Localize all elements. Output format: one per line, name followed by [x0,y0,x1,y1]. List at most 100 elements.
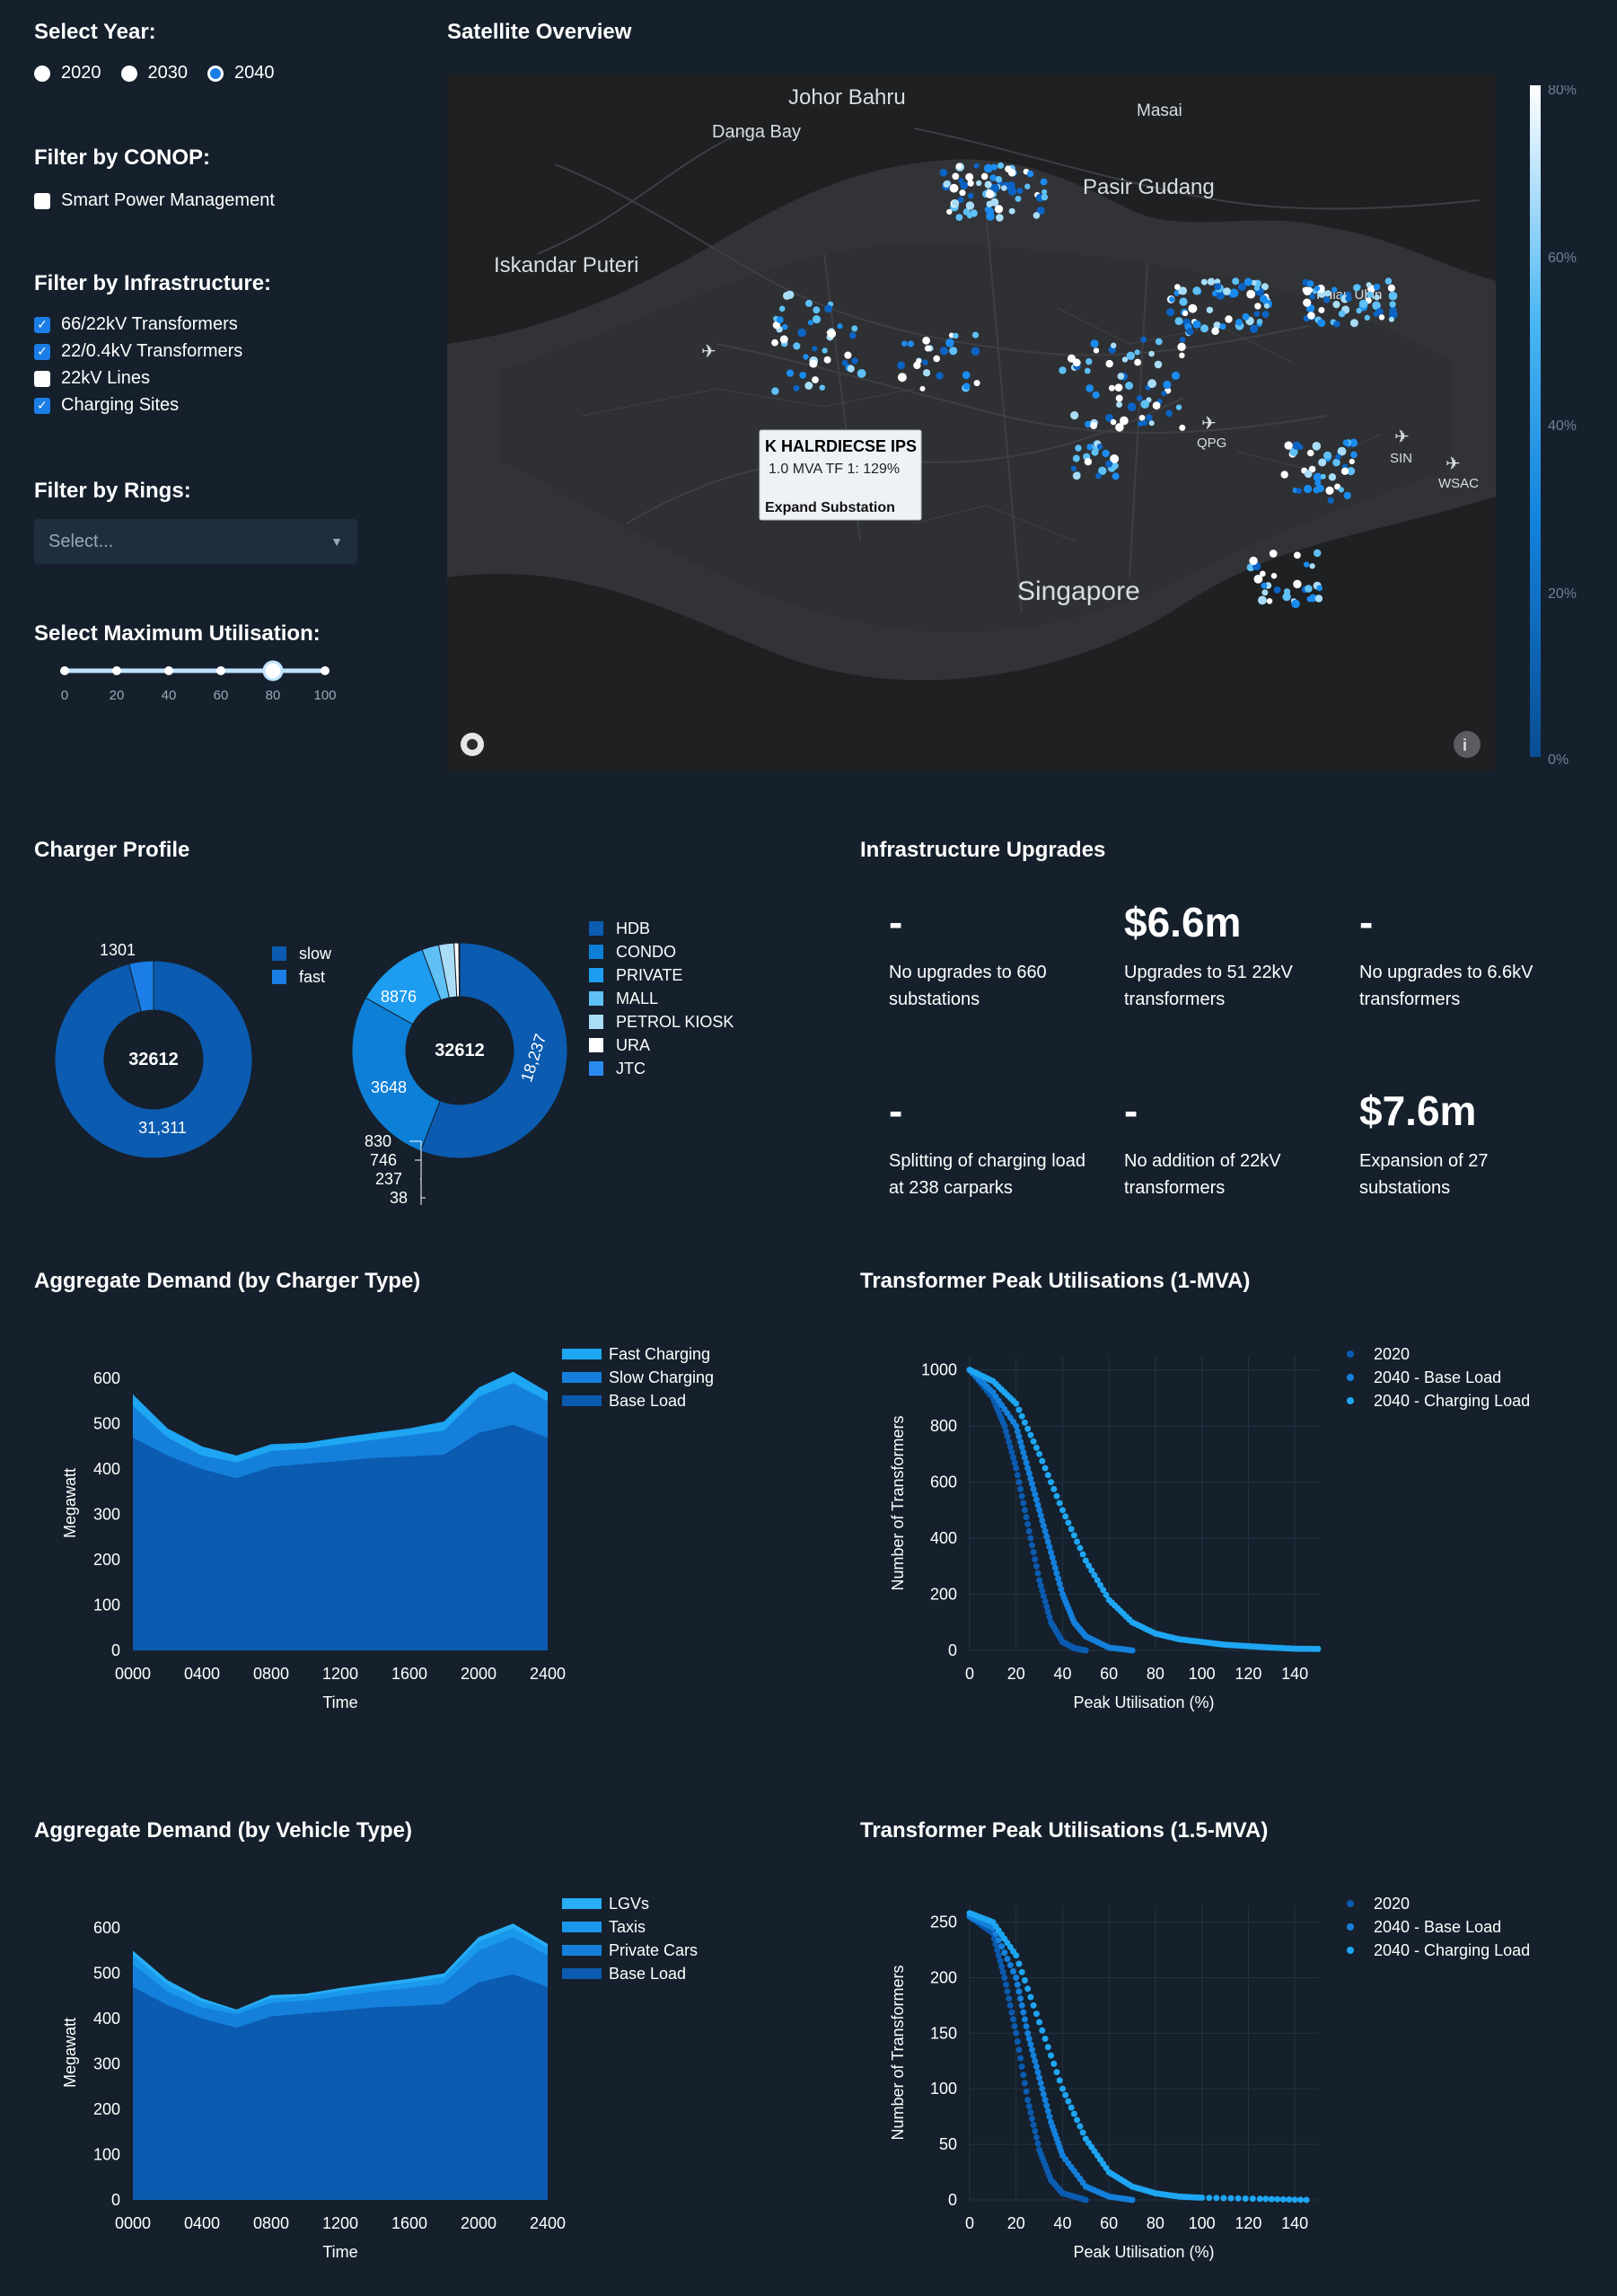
scatter-point[interactable] [1056,2077,1063,2084]
substation-marker[interactable] [1388,291,1398,301]
substation-marker[interactable] [1318,306,1325,313]
scatter-point[interactable] [1004,1956,1011,1963]
check-icon[interactable]: ✓ [34,316,50,333]
scatter-point[interactable] [995,1952,1002,1959]
substation-marker[interactable] [1246,563,1255,572]
scatter-point[interactable] [1010,2016,1016,2023]
substation-marker[interactable] [952,172,960,180]
scatter-point[interactable] [1020,2009,1027,2016]
substation-marker[interactable] [1317,319,1326,328]
substation-marker[interactable] [1188,303,1198,313]
substation-marker[interactable] [1206,306,1214,313]
expand-substation-link[interactable]: Expand Substation [765,500,895,515]
scatter-point[interactable] [998,1943,1006,1950]
scatter-point[interactable] [1030,1485,1037,1492]
substation-marker[interactable] [1134,358,1141,366]
scatter-point[interactable] [1303,2196,1310,2204]
scatter-point[interactable] [1041,1527,1049,1535]
scatter-point[interactable] [1046,2113,1053,2120]
substation-marker[interactable] [1148,420,1155,427]
substation-marker[interactable] [1254,303,1261,310]
substation-marker[interactable] [1168,296,1175,303]
rings-select[interactable]: Select... ▼ [34,519,357,564]
substation-marker[interactable] [1219,323,1226,330]
substation-marker[interactable] [1306,595,1314,603]
substation-marker[interactable] [956,163,962,170]
substation-marker[interactable] [803,354,809,360]
substation-marker[interactable] [1340,467,1349,475]
substation-marker[interactable] [1147,379,1156,389]
scatter-point[interactable] [1030,2122,1037,2128]
area-chart-charger[interactable]: 0 100 200 300 400 500 600 0000 0400 0800 1200 1600 2… [0,1320,808,1715]
scatter-point[interactable] [1018,2001,1025,2009]
scatter-point[interactable] [1021,1507,1028,1514]
scatter-point[interactable] [1036,1450,1043,1457]
substation-marker[interactable] [1105,359,1113,368]
substation-marker[interactable] [1108,384,1115,391]
substation-marker[interactable] [1223,287,1231,295]
substation-marker[interactable] [1175,404,1182,410]
substation-marker[interactable] [1259,570,1266,577]
scatter-point[interactable] [1021,1454,1028,1461]
scatter-point[interactable] [1023,2023,1030,2030]
substation-marker[interactable] [1200,324,1208,333]
substation-marker[interactable] [957,197,964,203]
substation-marker[interactable] [1261,589,1269,596]
substation-marker[interactable] [1140,400,1149,409]
substation-marker[interactable] [786,369,795,377]
substation-marker[interactable] [1280,471,1288,479]
substation-marker[interactable] [1016,188,1024,194]
scatter-point[interactable] [1021,2080,1028,2087]
scatter-point[interactable] [1043,1603,1050,1610]
scatter-point[interactable] [1024,1985,1032,1993]
scatter-point[interactable] [1059,1507,1066,1514]
substation-marker[interactable] [1033,212,1041,219]
scatter-point[interactable] [1088,1567,1095,1574]
substation-marker[interactable] [1179,297,1188,306]
scatter-point[interactable] [1015,1406,1023,1413]
scatter-point[interactable] [1023,2088,1030,2095]
substation-marker[interactable] [1091,448,1099,456]
scatter-point[interactable] [1227,2195,1235,2202]
substation-marker[interactable] [1332,458,1340,467]
scatter-point[interactable] [1039,2085,1046,2092]
substation-marker[interactable] [822,347,828,354]
scatter-point[interactable] [1044,2107,1051,2115]
substation-marker[interactable] [1085,384,1094,392]
area-chart-vehicle[interactable]: 0 100 200 300 400 500 600 0000 0400 0800 1200 1600 2… [0,1869,808,2265]
scatter-point[interactable] [1037,1582,1044,1589]
substation-marker[interactable] [1070,465,1077,472]
substation-markers[interactable] [771,162,1398,609]
substation-marker[interactable] [1235,319,1243,326]
substation-marker[interactable] [1136,395,1143,401]
substation-marker[interactable] [1192,286,1201,295]
substation-marker[interactable] [945,339,954,347]
substation-marker[interactable] [1237,283,1246,291]
substation-marker[interactable] [1084,458,1093,466]
substation-marker[interactable] [955,214,963,222]
substation-marker[interactable] [922,336,930,345]
substation-marker[interactable] [1179,352,1185,358]
substation-marker[interactable] [1304,561,1310,567]
substation-marker[interactable] [847,365,855,373]
substation-marker[interactable] [1266,598,1273,604]
substation-marker[interactable] [771,339,778,347]
donut-slice-hdb[interactable] [419,942,568,1159]
substation-marker[interactable] [1036,207,1045,216]
year-radio-2030[interactable]: 2030 [120,63,188,84]
substation-marker[interactable] [1294,551,1301,559]
substation-marker[interactable] [1350,451,1358,459]
substation-marker[interactable] [962,383,971,391]
scatter-point[interactable] [1021,1977,1028,1984]
scatter-point[interactable] [1044,2044,1051,2051]
substation-marker[interactable] [841,359,848,366]
substation-marker[interactable] [1296,488,1302,494]
substation-marker[interactable] [1304,470,1313,479]
substation-marker[interactable] [976,180,982,187]
scatter-point[interactable] [1033,1444,1040,1451]
scatter-point[interactable] [997,1957,1004,1965]
substation-marker[interactable] [1353,284,1361,292]
substation-marker[interactable] [1292,441,1301,450]
scatter-point[interactable] [1056,1500,1063,1507]
substation-marker[interactable] [1328,473,1337,481]
